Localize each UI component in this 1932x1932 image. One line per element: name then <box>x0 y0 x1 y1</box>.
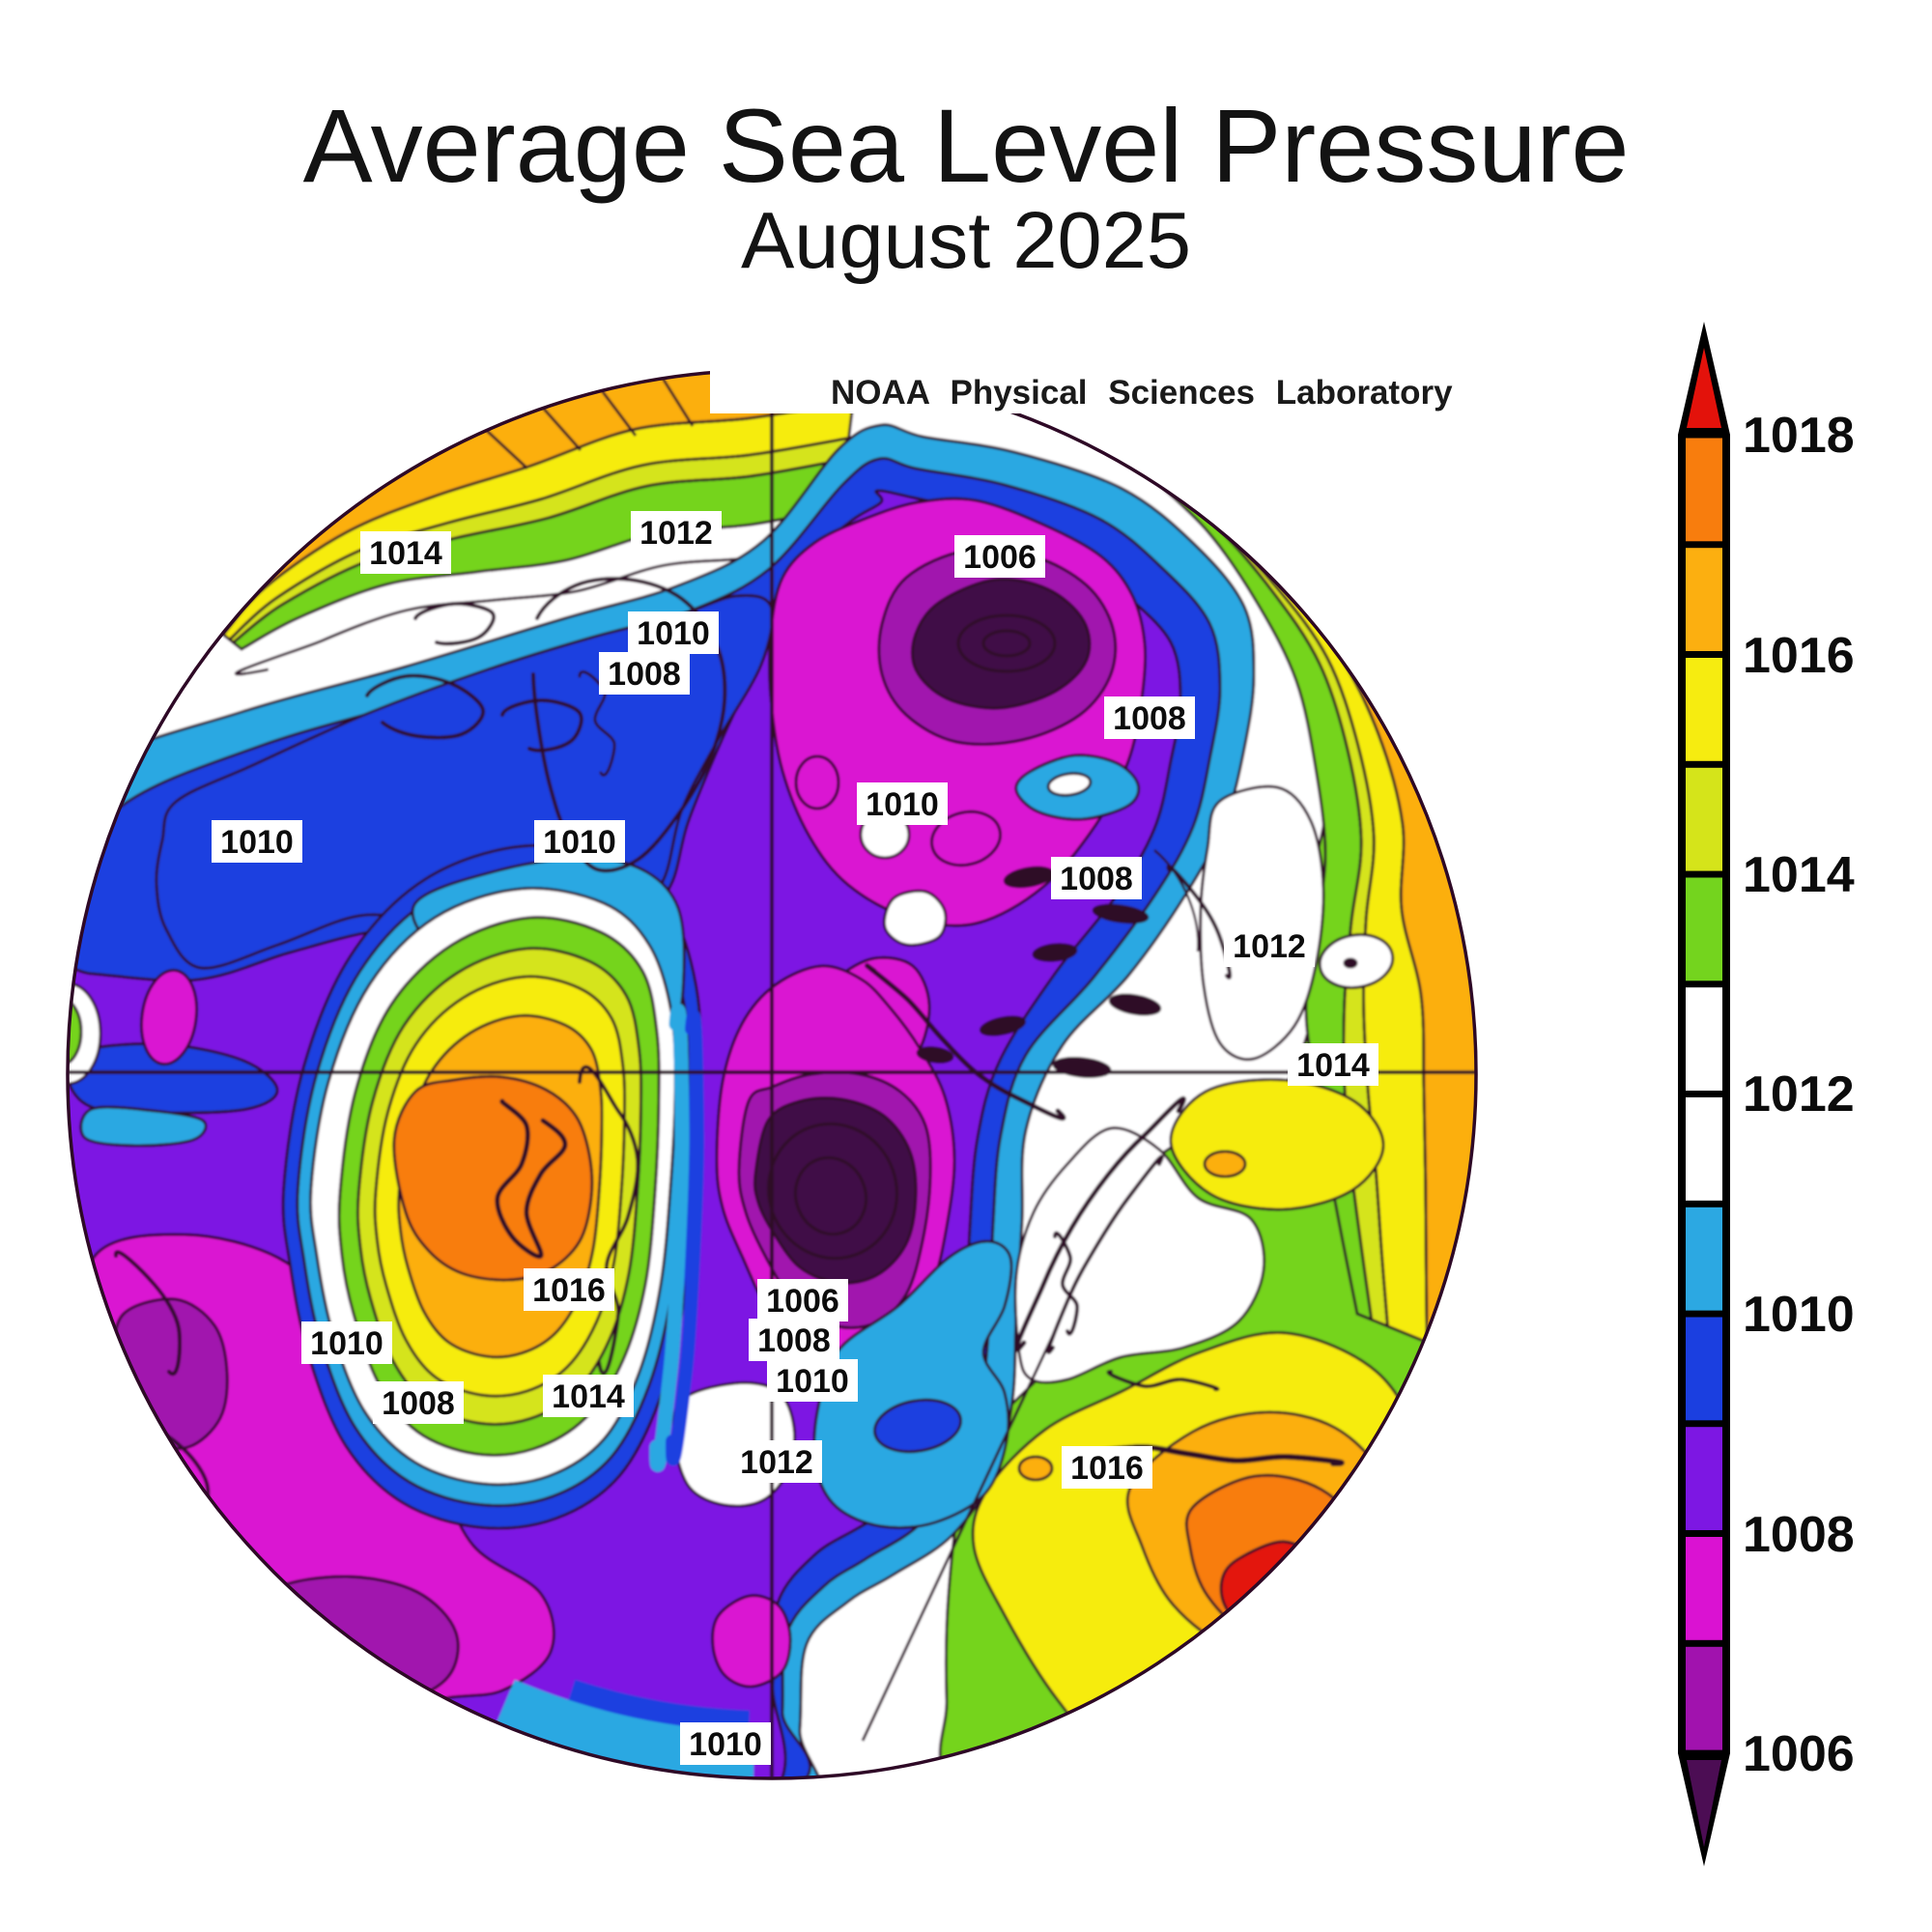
svg-text:1012: 1012 <box>1743 1066 1855 1122</box>
svg-text:1008: 1008 <box>1060 861 1133 897</box>
svg-text:1010: 1010 <box>689 1726 762 1763</box>
svg-text:1016: 1016 <box>532 1272 606 1309</box>
svg-text:1006: 1006 <box>1743 1726 1855 1782</box>
svg-text:1016: 1016 <box>1070 1450 1144 1487</box>
svg-text:1018: 1018 <box>1743 408 1855 464</box>
svg-text:1014: 1014 <box>1296 1047 1370 1084</box>
svg-text:1010: 1010 <box>310 1325 384 1362</box>
svg-text:1010: 1010 <box>637 615 710 652</box>
svg-text:1008: 1008 <box>608 656 681 693</box>
svg-text:Average Sea Level Pressure: Average Sea Level Pressure <box>303 87 1630 204</box>
svg-text:1008: 1008 <box>757 1322 831 1359</box>
svg-text:1010: 1010 <box>543 824 616 861</box>
svg-text:1014: 1014 <box>369 535 442 572</box>
svg-text:1012: 1012 <box>639 515 713 552</box>
svg-text:1008: 1008 <box>1743 1507 1855 1563</box>
svg-text:1012: 1012 <box>1233 928 1306 965</box>
svg-text:1016: 1016 <box>1743 628 1855 684</box>
svg-text:1012: 1012 <box>740 1444 813 1481</box>
svg-text:1014: 1014 <box>552 1378 625 1415</box>
svg-text:1010: 1010 <box>776 1363 849 1400</box>
svg-text:1006: 1006 <box>963 539 1037 576</box>
svg-text:1008: 1008 <box>1113 700 1186 737</box>
svg-text:1010: 1010 <box>866 786 939 823</box>
svg-text:1006: 1006 <box>766 1283 839 1320</box>
svg-text:1008: 1008 <box>382 1385 455 1422</box>
svg-text:1014: 1014 <box>1743 847 1855 903</box>
svg-text:1010: 1010 <box>1743 1287 1855 1343</box>
svg-text:August 2025: August 2025 <box>741 195 1191 285</box>
svg-text:NOAA Physical Sciences Laborat: NOAA Physical Sciences Laboratory <box>831 374 1453 412</box>
svg-text:1010: 1010 <box>220 824 294 861</box>
